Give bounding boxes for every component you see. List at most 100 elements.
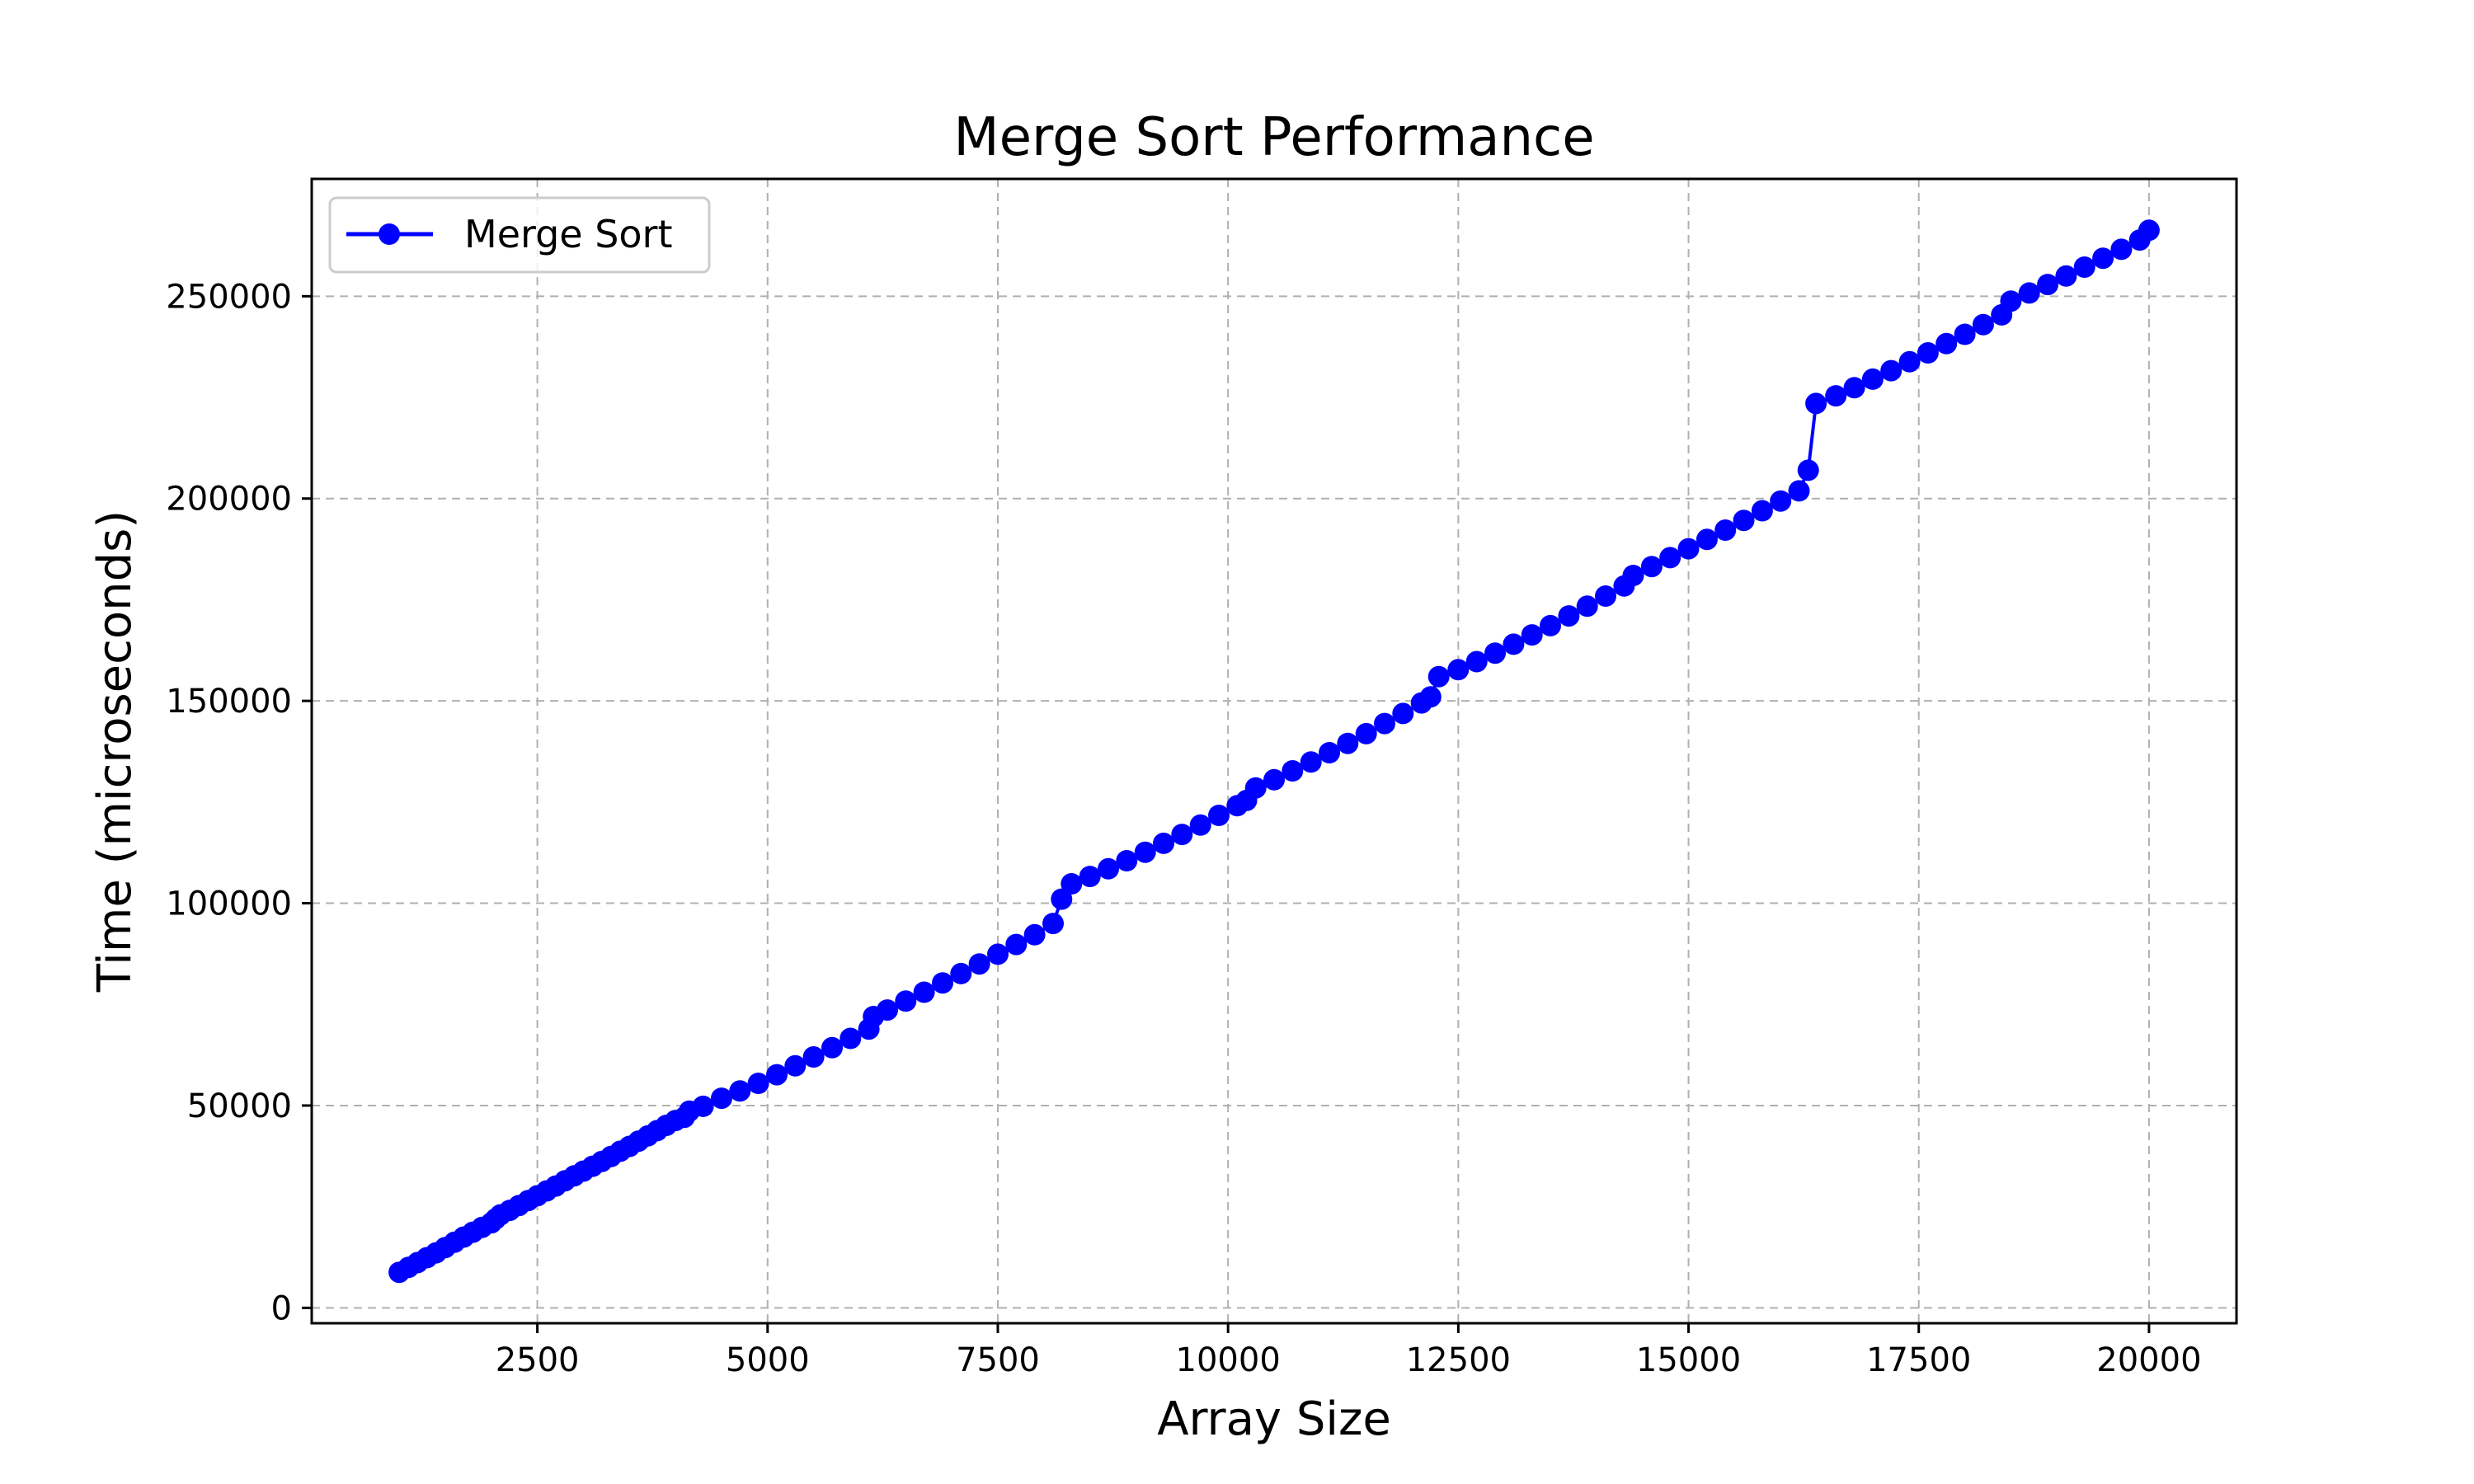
x-axis-label: Array Size <box>1157 1392 1391 1446</box>
data-point <box>821 1036 843 1059</box>
data-point <box>1714 519 1737 541</box>
data-point <box>2055 265 2077 287</box>
data-point <box>1484 642 1506 665</box>
data-point <box>968 953 990 975</box>
data-point <box>1189 814 1211 836</box>
data-point <box>1392 702 1414 725</box>
y-tick-label: 100000 <box>166 885 292 923</box>
data-point <box>1023 923 1046 946</box>
data-point <box>766 1064 788 1086</box>
y-axis-label: Time (microseconds) <box>88 510 142 993</box>
data-point <box>2018 282 2040 304</box>
data-point <box>1355 722 1377 744</box>
data-point <box>1659 547 1681 569</box>
data-point <box>1427 665 1450 688</box>
data-point <box>1640 556 1663 578</box>
data-point <box>1503 633 1525 655</box>
data-point <box>747 1073 769 1094</box>
x-tick-label: 7500 <box>956 1341 1040 1379</box>
data-point <box>877 999 898 1021</box>
data-point <box>1079 866 1101 888</box>
data-point <box>1005 933 1028 956</box>
data-point <box>2092 247 2114 270</box>
x-tick-label: 15000 <box>1636 1341 1741 1379</box>
data-point <box>784 1054 807 1077</box>
data-point <box>2037 274 2059 296</box>
data-point <box>1171 824 1193 846</box>
data-point <box>1898 350 1921 373</box>
data-point <box>1244 777 1267 799</box>
data-point <box>1751 500 1773 522</box>
data-point <box>987 943 1009 965</box>
data-point <box>692 1095 714 1117</box>
data-point <box>729 1080 751 1102</box>
legend: Merge Sort <box>328 196 711 274</box>
data-point <box>2000 290 2022 312</box>
data-point <box>1770 490 1792 512</box>
data-point <box>1558 605 1580 627</box>
axis-ticks: 2500 5000 7500 10000 12500 15000 17500 20000050… <box>166 278 2201 1379</box>
data-point <box>1797 459 1819 481</box>
data-point <box>1374 712 1395 735</box>
data-point <box>932 972 953 994</box>
data-point <box>1595 585 1616 607</box>
x-tick-label: 10000 <box>1176 1341 1281 1379</box>
data-point <box>1677 538 1700 560</box>
legend-marker-swatch <box>379 223 400 245</box>
legend-label-merge-sort: Merge Sort <box>464 212 673 256</box>
data-point <box>1263 768 1285 791</box>
data-point <box>1319 742 1340 763</box>
data-point <box>1843 377 1865 399</box>
data-point <box>1521 624 1543 646</box>
x-tick-label: 5000 <box>726 1341 810 1379</box>
data-point <box>1540 614 1561 636</box>
series-layer <box>388 219 2160 1284</box>
data-point <box>1208 805 1230 826</box>
data-point <box>2073 256 2095 278</box>
data-point <box>1419 686 1442 708</box>
data-point <box>913 981 935 1003</box>
data-point <box>1042 913 1064 935</box>
data-point <box>2110 238 2133 261</box>
x-tick-label: 2500 <box>496 1341 580 1379</box>
grid-lines <box>312 179 2236 1323</box>
chart-title: Merge Sort Performance <box>953 107 1594 168</box>
y-tick-label: 0 <box>271 1289 292 1327</box>
data-point <box>1805 392 1827 415</box>
data-point <box>1935 332 1958 355</box>
data-point <box>1622 565 1644 586</box>
data-point <box>1465 650 1488 673</box>
y-tick-label: 250000 <box>166 278 292 316</box>
y-tick-label: 50000 <box>187 1087 292 1125</box>
data-point <box>1917 342 1939 364</box>
legend-box <box>328 196 711 274</box>
data-point <box>1861 368 1884 390</box>
data-point <box>1972 313 1994 336</box>
data-point <box>1153 832 1174 854</box>
data-point <box>1825 385 1847 407</box>
y-tick-label: 200000 <box>166 481 292 519</box>
x-tick-label: 20000 <box>2096 1341 2201 1379</box>
data-point <box>1337 732 1359 754</box>
data-point <box>802 1046 825 1068</box>
x-tick-label: 12500 <box>1406 1341 1511 1379</box>
data-point <box>895 990 917 1012</box>
data-point <box>1788 480 1810 502</box>
data-point <box>1282 760 1304 782</box>
data-point <box>2138 219 2160 242</box>
y-tick-label: 150000 <box>166 683 292 721</box>
data-point <box>1954 323 1976 345</box>
data-point <box>1880 359 1903 382</box>
data-point <box>1051 888 1073 910</box>
data-point <box>1447 659 1470 681</box>
data-point <box>1696 528 1718 551</box>
data-point <box>1098 857 1119 880</box>
data-point <box>1576 595 1598 618</box>
data-point <box>950 962 972 984</box>
plot-frame <box>310 177 2238 1325</box>
data-point <box>1061 873 1083 895</box>
data-point <box>1300 751 1322 773</box>
data-point <box>840 1027 862 1050</box>
data-point <box>1733 510 1755 532</box>
